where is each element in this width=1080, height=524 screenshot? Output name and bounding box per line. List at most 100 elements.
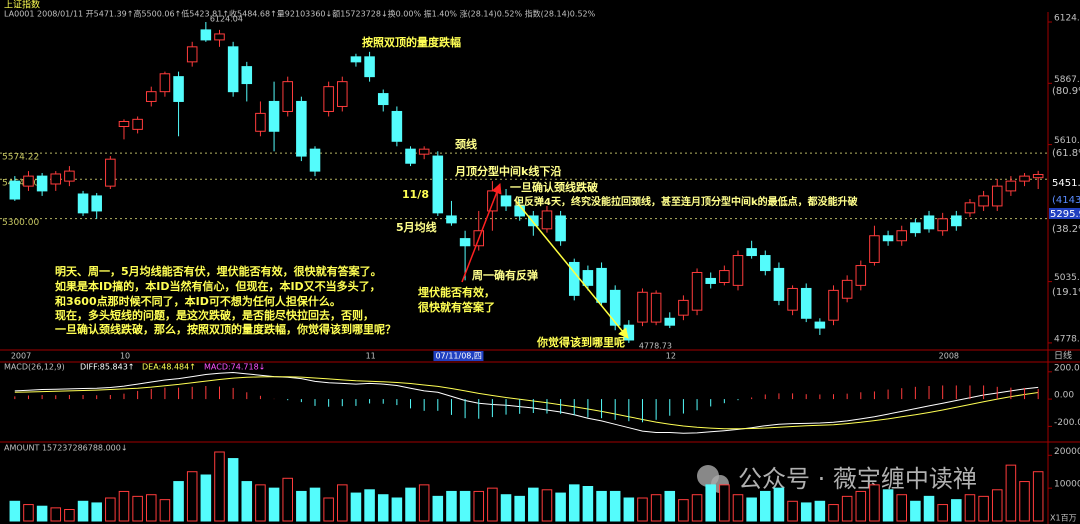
candle-body [118,120,130,127]
candle-body [91,195,102,212]
candle-body [882,235,894,242]
volume-bar [105,497,116,522]
volume-bar [459,490,471,522]
macd-title: MACD(26,12,9) [4,363,65,372]
candle-body [132,118,143,130]
annotation: 周一确有反弹 [472,268,538,282]
candle-body [555,215,566,242]
fib-label: (61.8%) [1052,148,1080,159]
candle-body [951,215,962,227]
volume-bar [268,487,280,522]
volume-bar [664,490,676,522]
candle-body [350,56,362,63]
volume-bar [637,497,648,522]
volume-bar [951,499,962,522]
volume-bar [118,490,130,522]
volume-bar [541,489,553,522]
y-tick-label: 200.00 [1054,363,1080,373]
candle-body [255,112,266,132]
volume-bar [50,507,62,522]
candle-body [9,180,21,200]
candle-body [323,86,334,112]
candle-body [609,289,621,326]
x-tick-label: 07/11/08,四 [435,352,481,361]
volume-bar [991,489,1003,522]
y-tick-label: 0.00 [1054,391,1074,401]
volume-bar [896,494,908,522]
frame [0,12,1080,524]
volume-bar [432,495,444,522]
candle-body [760,255,771,272]
volume-bar [145,494,157,522]
volume-bar [296,490,307,522]
period-label: 日线 [1054,350,1072,362]
volume-bar [173,481,184,522]
volume-bar [132,495,143,522]
candle-body [105,158,116,187]
candle-body [732,255,744,286]
candle-body [705,277,716,284]
y-tick-label: 5867.1 [1054,75,1080,85]
candle-body [991,185,1003,207]
y-tick-label: 6124.04 [1054,14,1080,24]
volume-bar [910,500,921,522]
volume-bar [623,497,635,522]
candle-body [937,218,948,232]
volume-bar [500,494,512,522]
candle-body [869,235,880,263]
candle-body [650,292,662,323]
volume-title: AMOUNT 157237286788.000↓ [4,444,128,453]
candle-body [186,46,198,63]
fib-label: (19.1%) [1052,287,1080,298]
volume-bar [760,490,771,522]
volume-bar [828,504,839,522]
candle-body [596,267,607,303]
volume-bar [36,505,48,522]
annotation: 按照双顶的量度跌幅 [362,35,461,49]
volume-bar [732,494,744,522]
volume-bar [855,490,867,522]
annotation: 很快就有答案了 [417,300,495,314]
right-label: 5451.4 [1052,178,1080,189]
candle-body [623,324,635,341]
volume-bar [350,492,362,522]
reference-label: 5464.90 [2,179,39,189]
volume-bar [869,484,880,522]
volume-bar [186,471,198,522]
x-tick-label: 11 [366,352,376,361]
right-label: (4143) [1052,195,1080,206]
candle-body [719,270,730,283]
chart-title: 上证指数 [4,0,40,11]
candle-body [1005,180,1017,192]
candle-body [691,271,703,311]
annotation: 5月均线 [396,220,437,234]
volume-bar [337,484,348,522]
candle-body [227,46,239,93]
volume-bar [800,502,812,522]
legend-label: DEA:48.484↑ [142,363,196,372]
volume-bar [77,500,89,522]
candle-body [582,270,594,286]
annotation: 颈线 [455,137,477,151]
right-label: 5295.90 [1050,209,1080,220]
legend-label: MACD:74.718↓ [204,363,265,372]
label-box [1049,208,1080,219]
x-tick-label: 2007 [11,352,31,361]
annotation: 11/8 [402,188,429,201]
volume-bar [528,487,539,522]
candle-body [459,238,471,247]
macd-line [14,371,1039,434]
volume-bar [200,474,212,522]
volume-bar [64,509,75,522]
volume-bar [568,484,580,522]
y-tick-label: 4778.7 [1054,334,1080,344]
annotation: 月顶分型中间k线下沿 [454,164,561,178]
annotation: 埋伏能否有效， [418,285,495,299]
macd-line [14,376,1039,430]
volume-bar [391,497,403,522]
volume-bar [596,490,607,522]
candle-body [541,210,553,230]
volume-bar [705,484,716,522]
candle-body [405,148,416,164]
candle-body [432,155,444,214]
